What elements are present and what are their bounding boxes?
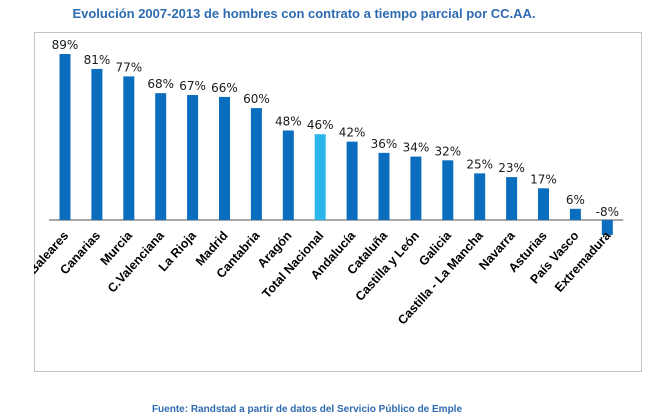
bar <box>59 54 71 220</box>
data-label: 66% <box>211 81 238 95</box>
data-label: 36% <box>371 137 398 151</box>
bar <box>346 141 358 220</box>
bar <box>123 76 135 220</box>
bar <box>187 95 199 220</box>
bar <box>155 93 167 220</box>
data-label: 48% <box>275 114 302 128</box>
data-label: 60% <box>243 92 270 106</box>
bar <box>410 156 422 220</box>
data-label: 77% <box>115 60 142 74</box>
data-label: 17% <box>530 172 557 186</box>
data-label: 6% <box>566 193 585 207</box>
data-label: 46% <box>307 118 334 132</box>
data-label: 68% <box>147 77 174 91</box>
bar <box>282 130 294 220</box>
data-label: 42% <box>339 126 366 140</box>
bar <box>538 188 549 220</box>
bar <box>314 134 326 220</box>
bar <box>378 152 390 220</box>
chart-title: Evolución 2007-2013 de hombres con contr… <box>72 6 536 21</box>
data-label: 89% <box>52 38 79 52</box>
bar <box>442 160 454 220</box>
data-label: 23% <box>498 161 525 175</box>
source-note: Fuente: Randstad a partir de datos del S… <box>151 404 463 415</box>
data-label: 34% <box>403 141 430 155</box>
bar <box>601 220 613 235</box>
data-label: 81% <box>84 53 111 67</box>
data-label: 25% <box>466 157 493 171</box>
bar <box>506 177 518 220</box>
bar <box>219 96 230 220</box>
data-label: 32% <box>434 144 461 158</box>
bar <box>474 173 486 220</box>
bar <box>569 208 581 220</box>
data-label: 67% <box>179 79 206 93</box>
category-label: Extremadura <box>552 228 614 295</box>
bar-chart: 89%Baleares81%Canarias77%Murcia68%C.Vale… <box>34 38 624 327</box>
bar <box>250 108 262 220</box>
bar <box>91 68 103 220</box>
data-label: -8% <box>596 205 619 219</box>
